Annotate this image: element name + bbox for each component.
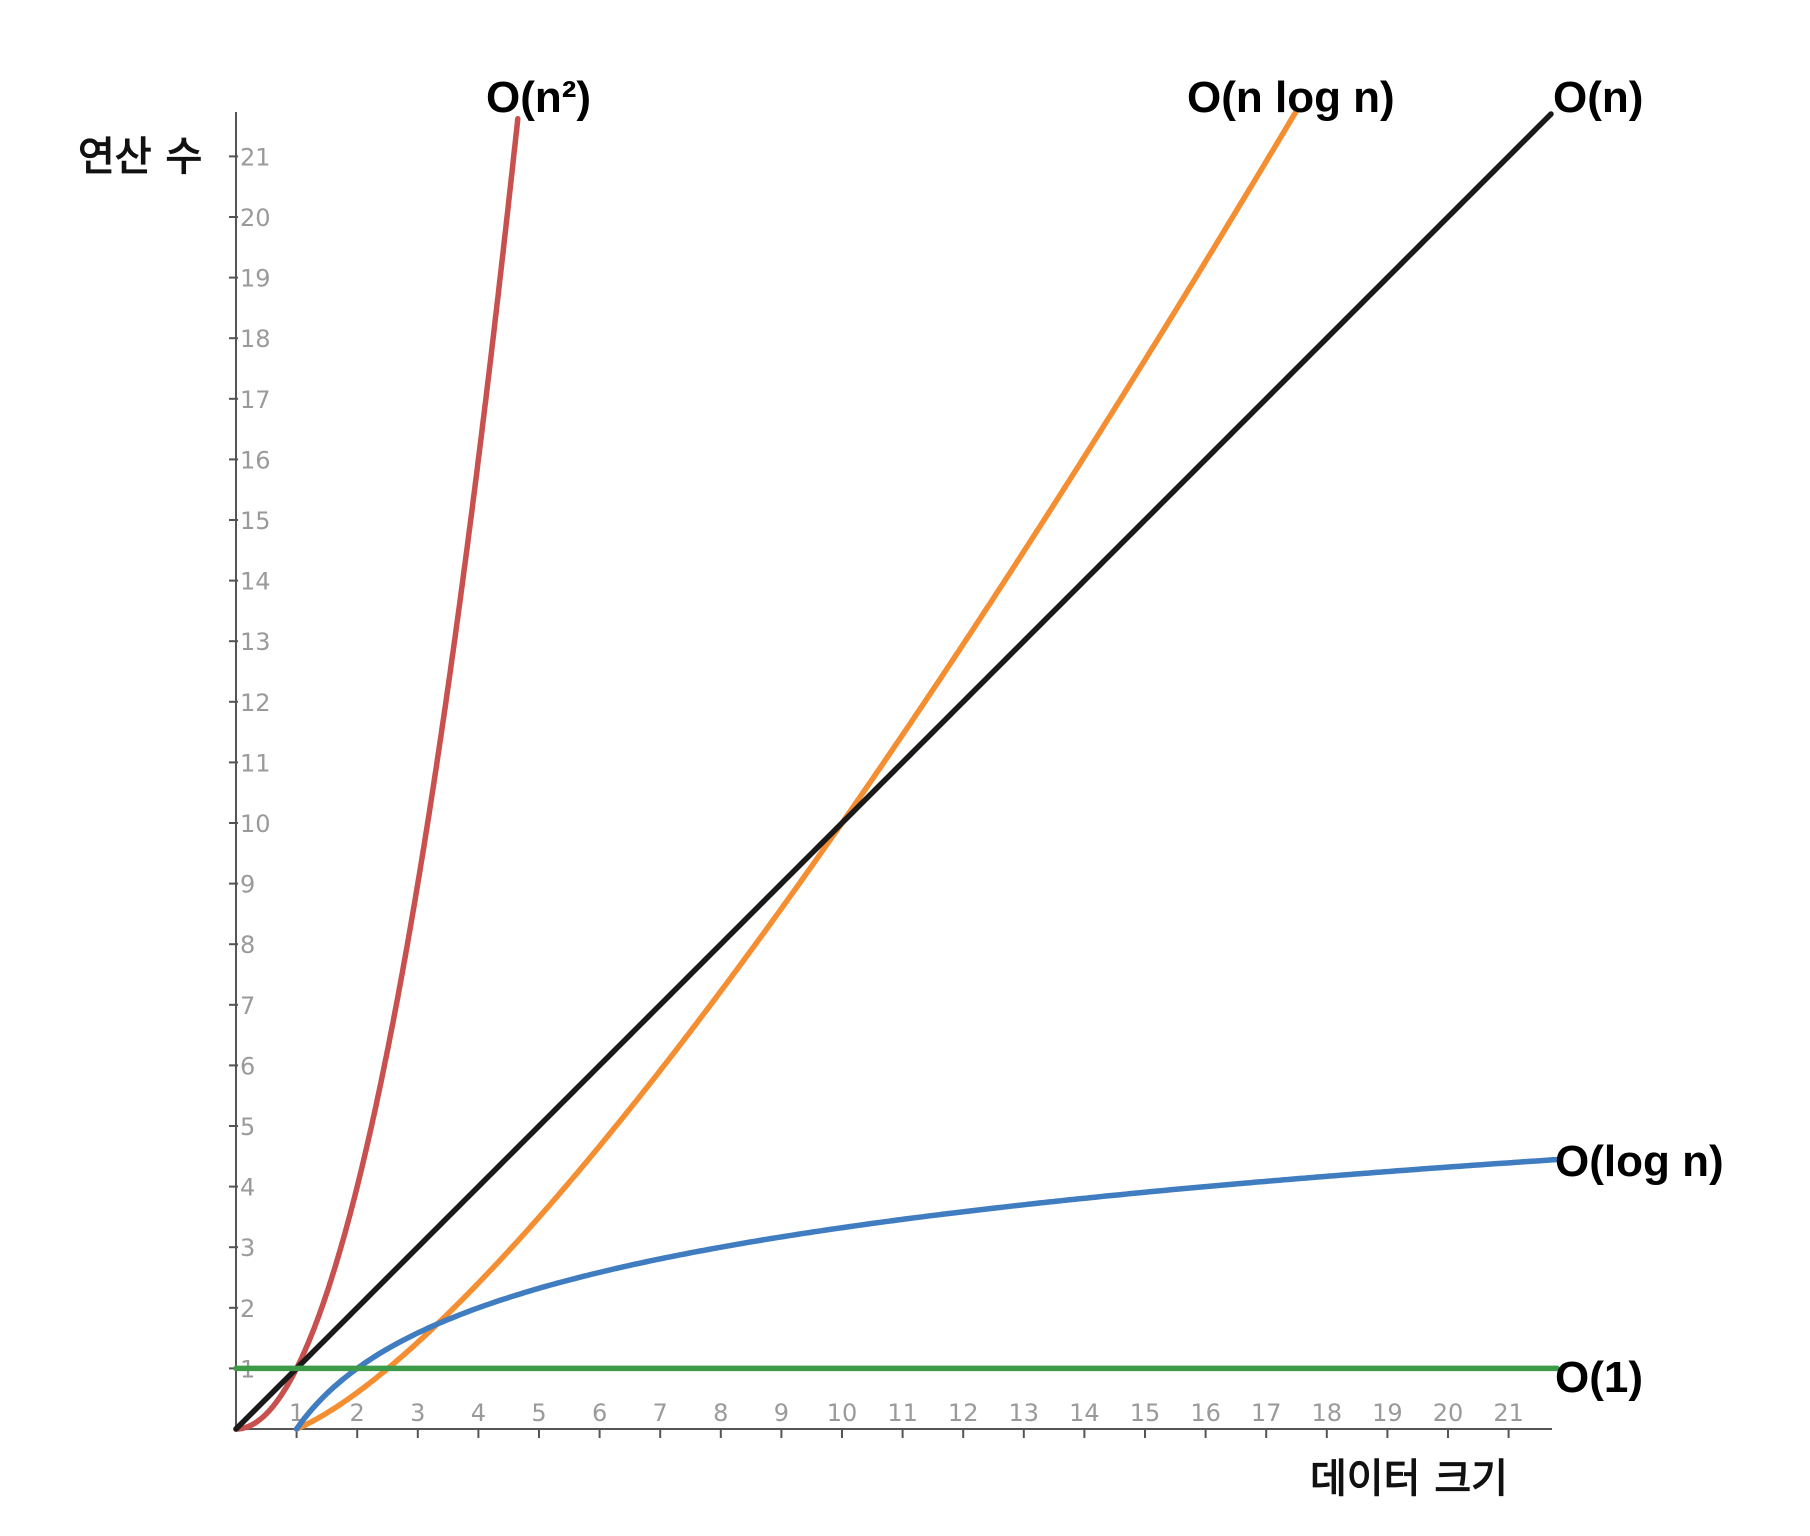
series-line-o-n-log-n-	[293, 108, 1300, 1432]
series-label: O(n log n)	[1187, 73, 1395, 122]
x-ticks: 1 2 3 4 5 6 7 8 9 10 11 12 13 14 15 16 17 18 19 20 21	[289, 1399, 1524, 1438]
y-tick-label: 8	[240, 931, 255, 959]
x-tick-label: 8	[713, 1399, 728, 1427]
y-tick-label: 5	[240, 1113, 255, 1141]
y-tick-label: 12	[240, 689, 271, 717]
y-axis-title: 연산 수	[78, 134, 202, 180]
series-label: O(1)	[1555, 1353, 1643, 1402]
y-tick-label: 19	[240, 265, 271, 293]
x-tick-label: 2	[350, 1399, 365, 1427]
series-line-o-n-	[233, 115, 521, 1432]
series-label: O(n)	[1553, 73, 1643, 122]
y-tick-label: 9	[240, 871, 255, 899]
y-tick-label: 4	[240, 1174, 255, 1202]
x-tick-label: 21	[1493, 1399, 1524, 1427]
y-tick-label: 16	[240, 446, 271, 474]
x-tick-label: 3	[410, 1399, 425, 1427]
series-labels: O(n²) O(n log n) O(n) O(log n) O(1)	[486, 73, 1724, 1402]
y-tick-label: 3	[240, 1234, 255, 1262]
x-tick-label: 16	[1190, 1399, 1221, 1427]
series-label: O(n²)	[486, 73, 591, 122]
x-tick-label: 13	[1009, 1399, 1040, 1427]
y-tick-label: 14	[240, 568, 271, 596]
y-tick-label: 7	[240, 992, 255, 1020]
x-axis-title: 데이터 크기	[1310, 1456, 1508, 1502]
series-line-o-log-n-	[293, 1156, 1560, 1432]
series-line-o-n-	[233, 111, 1554, 1432]
x-tick-label: 15	[1130, 1399, 1161, 1427]
curves	[233, 108, 1560, 1432]
y-tick-label: 10	[240, 810, 271, 838]
axes	[235, 112, 1552, 1430]
x-tick-label: 19	[1372, 1399, 1403, 1427]
x-tick-label: 17	[1251, 1399, 1282, 1427]
x-tick-label: 4	[471, 1399, 486, 1427]
x-tick-label: 20	[1433, 1399, 1464, 1427]
x-tick-label: 5	[531, 1399, 546, 1427]
y-tick-label: 20	[240, 204, 271, 232]
y-tick-label: 6	[240, 1052, 255, 1080]
x-tick-label: 9	[774, 1399, 789, 1427]
x-tick-label: 14	[1069, 1399, 1100, 1427]
x-tick-label: 10	[827, 1399, 858, 1427]
y-tick-label: 21	[240, 143, 271, 171]
y-tick-label: 15	[240, 507, 271, 535]
x-tick-label: 18	[1312, 1399, 1343, 1427]
y-tick-label: 2	[240, 1295, 255, 1323]
y-tick-label: 11	[240, 749, 271, 777]
x-tick-label: 6	[592, 1399, 607, 1427]
series-label: O(log n)	[1555, 1137, 1724, 1186]
y-tick-label: 13	[240, 628, 271, 656]
x-tick-label: 11	[887, 1399, 918, 1427]
x-tick-label: 7	[653, 1399, 668, 1427]
y-tick-label: 17	[240, 386, 271, 414]
y-tick-label: 18	[240, 325, 271, 353]
x-tick-label: 12	[948, 1399, 979, 1427]
